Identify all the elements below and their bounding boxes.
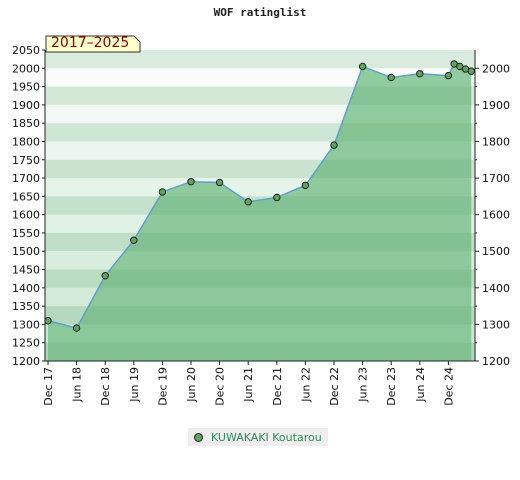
y-tick-label-left: 2050 [12, 44, 40, 57]
rating-area [48, 63, 472, 361]
y-tick-label-left: 1500 [12, 245, 40, 258]
y-tick-label-left: 1900 [12, 99, 40, 112]
y-tick-label-right: 1300 [482, 318, 510, 331]
x-tick-label: Jun 19 [128, 367, 141, 403]
y-tick-label-left: 1350 [12, 300, 40, 313]
x-tick-label: Dec 17 [42, 367, 55, 406]
area-band [45, 232, 475, 252]
data-point [187, 178, 195, 186]
chart-title: WOF ratinglist [213, 6, 307, 19]
y-tick-label-right: 1400 [482, 282, 510, 295]
x-tick-label: Dec 21 [271, 367, 284, 406]
data-point [301, 181, 310, 190]
data-point [358, 62, 367, 71]
data-point [330, 141, 338, 149]
y-tick-label-right: 2000 [482, 62, 510, 75]
y-tick-label-left: 1300 [12, 318, 40, 331]
area-band [45, 342, 475, 361]
legend: KUWAKAKI Koutarou [188, 428, 328, 446]
y-tick-label-left: 1950 [12, 81, 40, 94]
data-point [158, 188, 167, 196]
x-tick-label: Dec 20 [214, 367, 227, 406]
area-band [45, 123, 475, 142]
y-tick-label-left: 1800 [12, 135, 40, 148]
x-tick-label: Dec 19 [156, 367, 169, 406]
data-point [387, 73, 395, 82]
data-marks [44, 60, 475, 332]
y-tick-label-right: 1500 [482, 245, 510, 258]
y-tick-label-left: 1550 [12, 227, 40, 240]
y-tick-label-right: 1600 [482, 209, 510, 222]
y-tick-label-right: 1900 [482, 99, 510, 112]
data-point [44, 317, 52, 325]
area-band [45, 306, 475, 325]
x-tick-label: Dec 23 [385, 367, 398, 406]
y-tick-label-left: 1200 [12, 355, 40, 368]
x-tick-label: Dec 18 [99, 367, 112, 406]
y-tick-label-left: 1250 [12, 337, 40, 350]
x-tick-label: Jun 22 [299, 367, 312, 403]
data-point [416, 70, 424, 78]
area-band [45, 50, 475, 69]
legend-marker-icon [194, 432, 203, 442]
area-band [45, 86, 475, 105]
x-tick-label: Jun 21 [242, 367, 255, 403]
badge-text: 2017–2025 [51, 35, 129, 51]
area-layer [45, 50, 475, 361]
data-point [215, 178, 224, 187]
x-tick-label: Jun 23 [357, 367, 370, 403]
y-tick-label-right: 1700 [482, 172, 510, 185]
area-band [45, 269, 475, 288]
area-band [45, 159, 475, 179]
x-tick-label: Jun 20 [185, 367, 198, 403]
data-point [72, 324, 81, 332]
axes: 1200 1250 1300 1350 1400 1450 1500 1550 1600 1650… [12, 44, 510, 406]
y-tick-label-left: 1850 [12, 117, 40, 130]
data-point [101, 272, 109, 280]
x-tick-label: Dec 24 [442, 367, 455, 406]
y-tick-label-right: 1200 [482, 355, 510, 368]
data-point [273, 193, 281, 202]
x-tick-label: Jun 24 [414, 367, 427, 403]
y-tick-label-left: 1450 [12, 264, 40, 277]
data-point [244, 198, 252, 206]
y-tick-label-left: 1400 [12, 282, 40, 295]
area-band [45, 196, 475, 215]
data-point [444, 71, 453, 80]
y-tick-label-left: 1700 [12, 172, 40, 185]
y-tick-label-left: 1750 [12, 154, 40, 167]
data-point [130, 236, 138, 244]
x-tick-label: Dec 22 [328, 367, 341, 406]
data-point [467, 67, 475, 75]
year-badge: 2017–2025 [45, 35, 141, 53]
legend-label: KUWAKAKI Koutarou [211, 430, 322, 444]
background-band [45, 50, 475, 69]
y-tick-label-left: 1650 [12, 190, 40, 203]
y-tick-label-right: 1800 [482, 135, 510, 148]
y-tick-label-left: 2000 [12, 62, 40, 75]
badge-shape [45, 35, 141, 53]
x-tick-label: Jun 18 [71, 367, 84, 403]
y-tick-label-left: 1600 [12, 209, 40, 222]
